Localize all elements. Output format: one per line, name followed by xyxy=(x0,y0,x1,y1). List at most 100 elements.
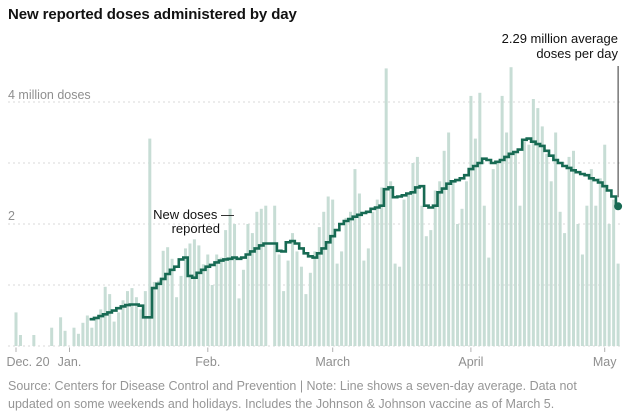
daily-doses-bar xyxy=(126,291,129,346)
daily-doses-bar xyxy=(527,144,531,346)
daily-doses-bar xyxy=(192,239,196,347)
daily-doses-bar xyxy=(576,224,580,346)
daily-doses-bar xyxy=(380,187,384,346)
daily-doses-bar xyxy=(554,132,558,346)
daily-doses-bar xyxy=(536,108,540,346)
daily-doses-bar xyxy=(175,297,179,346)
daily-doses-bar xyxy=(282,291,286,346)
daily-doses-bar xyxy=(585,205,589,346)
daily-doses-bar xyxy=(563,233,567,346)
new-doses-annotation-line1: New doses — xyxy=(153,207,234,222)
daily-doses-bar xyxy=(286,260,290,346)
daily-doses-bar xyxy=(514,150,518,346)
daily-doses-bar xyxy=(161,250,165,346)
daily-doses-bar xyxy=(76,333,80,346)
daily-doses-bar xyxy=(415,156,419,346)
daily-doses-bar xyxy=(188,243,192,346)
daily-doses-bar xyxy=(233,224,237,346)
daily-doses-bar xyxy=(558,211,562,346)
daily-doses-bar xyxy=(134,297,138,346)
daily-doses-bar xyxy=(567,156,571,346)
daily-doses-bar xyxy=(362,260,366,346)
y-axis-label-2m: 2 xyxy=(8,209,15,223)
daily-doses-bar xyxy=(210,285,214,346)
daily-doses-bar xyxy=(326,196,330,346)
daily-doses-bar xyxy=(496,163,500,346)
daily-doses-bar xyxy=(313,251,317,346)
average-annotation-line2: doses per day xyxy=(536,46,618,61)
x-label-feb: Feb. xyxy=(195,355,220,369)
x-label-april: April xyxy=(458,355,483,369)
daily-doses-bar xyxy=(371,211,375,346)
daily-doses-bar xyxy=(572,150,575,346)
daily-doses-bar xyxy=(255,211,259,346)
daily-doses-bar xyxy=(518,205,522,346)
daily-doses-bar xyxy=(304,294,308,346)
average-annotation: 2.29 million average doses per day xyxy=(502,31,618,61)
daily-doses-bar xyxy=(500,95,504,347)
average-annotation-line1: 2.29 million average xyxy=(501,31,618,46)
daily-doses-bar xyxy=(335,263,339,346)
daily-doses-bar xyxy=(308,272,312,346)
daily-doses-bar xyxy=(259,208,263,347)
daily-doses-bar xyxy=(273,205,277,346)
y-axis-label-4m: 4 million doses xyxy=(8,88,91,102)
daily-doses-bar xyxy=(295,251,299,346)
daily-doses-bar xyxy=(411,163,415,346)
x-label-march: March xyxy=(315,355,350,369)
daily-doses-bar xyxy=(473,138,477,346)
daily-doses-bar xyxy=(170,258,174,346)
daily-doses-bar xyxy=(344,217,348,346)
daily-doses-bar xyxy=(478,92,482,346)
daily-doses-bar xyxy=(594,205,598,346)
daily-doses-bar xyxy=(299,266,303,346)
daily-doses-bar xyxy=(464,181,468,346)
daily-doses-bar xyxy=(598,178,602,347)
daily-doses-bar xyxy=(246,224,250,346)
daily-doses-bar xyxy=(447,132,451,346)
x-label-may: May xyxy=(593,355,617,369)
daily-doses-bar xyxy=(112,321,116,346)
seven-day-average-line xyxy=(89,137,619,321)
daily-doses-bar xyxy=(603,144,607,346)
daily-doses-bar xyxy=(456,224,460,346)
daily-doses-bar xyxy=(264,205,268,346)
daily-doses-bar xyxy=(340,251,344,346)
new-doses-annotation: New doses — reported xyxy=(148,208,234,236)
daily-doses-bar xyxy=(384,68,388,347)
daily-doses-bar xyxy=(438,181,442,346)
daily-doses-bar xyxy=(460,208,464,347)
chart-title: New reported doses administered by day xyxy=(8,6,297,23)
daily-doses-bar xyxy=(482,205,486,346)
daily-doses-bar xyxy=(237,298,241,346)
daily-doses-bar xyxy=(607,224,611,346)
daily-doses-bar xyxy=(108,294,112,346)
daily-doses-bar xyxy=(375,199,379,346)
daily-doses-bar xyxy=(589,169,593,346)
new-doses-annotation-line2: reported xyxy=(171,221,220,236)
daily-doses-bar xyxy=(451,181,455,346)
source-note-line1: Source: Centers for Disease Control and … xyxy=(8,379,577,393)
daily-doses-bar xyxy=(616,263,620,346)
daily-doses-bar xyxy=(322,211,326,346)
daily-doses-bar xyxy=(469,95,473,347)
daily-doses-bar xyxy=(81,322,85,346)
daily-doses-bar xyxy=(50,327,54,346)
daily-doses-bar xyxy=(505,132,509,346)
daily-doses-bar xyxy=(487,257,491,347)
daily-doses-bar xyxy=(424,236,428,346)
daily-doses-bar xyxy=(540,126,544,347)
daily-doses-bar xyxy=(509,67,513,346)
average-endpoint-dot xyxy=(614,202,623,211)
daily-doses-bar xyxy=(63,330,67,347)
daily-doses-bar xyxy=(117,312,121,346)
daily-doses-bar xyxy=(90,327,94,346)
daily-doses-bar xyxy=(94,318,98,346)
daily-doses-bar xyxy=(429,230,433,346)
daily-doses-bar xyxy=(32,335,36,346)
daily-doses-bar xyxy=(219,257,223,347)
daily-doses-bar xyxy=(331,199,335,346)
daily-doses-bar xyxy=(201,264,205,346)
daily-doses-bar xyxy=(291,233,295,346)
